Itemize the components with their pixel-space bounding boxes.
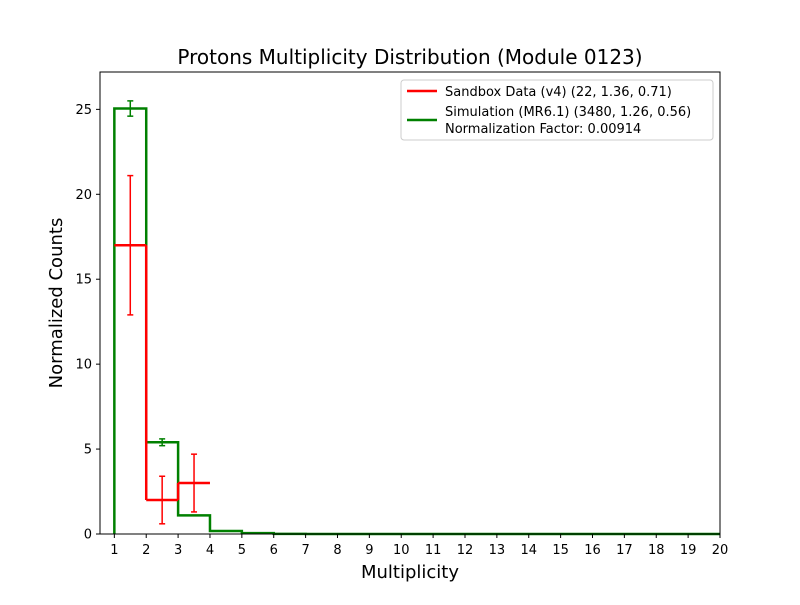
x-tick-label: 7 xyxy=(301,543,309,558)
x-tick-label: 13 xyxy=(489,543,506,558)
y-tick-label: 5 xyxy=(84,443,92,458)
x-tick-label: 6 xyxy=(270,543,278,558)
y-tick-label: 25 xyxy=(75,103,92,118)
legend-box xyxy=(400,79,714,141)
x-tick-label: 18 xyxy=(648,543,665,558)
y-tick-label: 0 xyxy=(84,528,92,543)
x-tick-label: 14 xyxy=(520,543,537,558)
x-tick-label: 11 xyxy=(425,543,442,558)
x-tick-label: 1 xyxy=(110,543,118,558)
y-axis-ticks: 0 5 10 15 20 25 xyxy=(75,103,100,543)
chart-title: Protons Multiplicity Distribution (Modul… xyxy=(177,45,642,69)
x-tick-label: 10 xyxy=(393,543,410,558)
y-axis-label: Normalized Counts xyxy=(46,218,67,389)
x-axis-ticks: 1 2 3 4 5 6 7 8 9 10 11 12 13 14 15 16 17 18 19 20 xyxy=(110,534,728,558)
sandbox-step-connector xyxy=(144,245,180,501)
legend-label-sandbox: Sandbox Data (v4) (22, 1.36, 0.71) xyxy=(445,85,672,100)
legend-normalization-factor: Normalization Factor: 0.00914 xyxy=(445,122,641,137)
x-tick-label: 19 xyxy=(680,543,697,558)
x-tick-label: 4 xyxy=(206,543,214,558)
x-tick-label: 20 xyxy=(712,543,729,558)
x-tick-label: 2 xyxy=(142,543,150,558)
x-tick-label: 15 xyxy=(552,543,569,558)
x-tick-label: 16 xyxy=(584,543,601,558)
x-axis-label: Multiplicity xyxy=(361,562,459,583)
x-tick-label: 12 xyxy=(457,543,474,558)
x-tick-label: 9 xyxy=(365,543,373,558)
simulation-step-line xyxy=(113,107,720,536)
y-tick-label: 15 xyxy=(75,273,92,288)
x-tick-label: 8 xyxy=(333,543,341,558)
plot-frame xyxy=(99,71,721,535)
plot-area xyxy=(113,100,720,536)
y-tick-label: 20 xyxy=(75,188,92,203)
y-tick-label: 10 xyxy=(75,358,92,373)
legend-label-simulation: Simulation (MR6.1) (3480, 1.26, 0.56) xyxy=(445,105,691,120)
x-tick-label: 17 xyxy=(616,543,633,558)
legend: Sandbox Data (v4) (22, 1.36, 0.71) Simul… xyxy=(400,79,714,141)
x-tick-label: 3 xyxy=(174,543,182,558)
x-tick-label: 5 xyxy=(238,543,246,558)
